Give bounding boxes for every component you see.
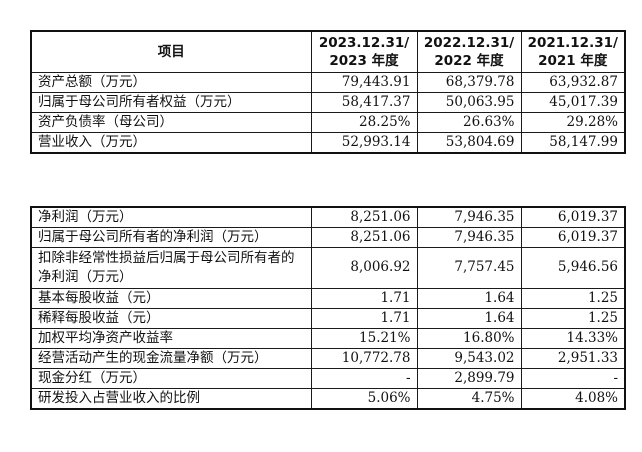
row-label: 经营活动产生的现金流量净额（万元） (30, 348, 312, 369)
header-year-2022: 2022.12.31/ 2022 年度 (416, 30, 522, 73)
table-row: 资产负债率（母公司） 28.25% 26.63% 29.28% (30, 112, 626, 133)
cell-2021: 2,951.33 (520, 348, 626, 369)
cell-2023: 8,251.06 (310, 227, 418, 248)
table-row: 资产总额（万元） 79,443.91 68,379.78 63,932.87 (30, 72, 626, 93)
cell-2021: 6,019.37 (520, 227, 626, 248)
table-row: 归属于母公司所有者的净利润（万元） 8,251.06 7,946.35 6,01… (30, 227, 626, 248)
financial-summary-table-top: 项目 2023.12.31/ 2023 年度 2022.12.31/ 2022 … (30, 30, 626, 154)
row-label: 资产总额（万元） (30, 72, 312, 93)
table-row: 净利润（万元） 8,251.06 7,946.35 6,019.37 (30, 206, 626, 228)
cell-2023: 79,443.91 (310, 72, 418, 93)
row-label: 加权平均净资产收益率 (30, 328, 312, 349)
cell-2022: 1.64 (416, 308, 522, 329)
row-label: 净利润（万元） (30, 206, 312, 228)
cell-2021: 4.08% (520, 388, 626, 410)
cell-2022: 2,899.79 (416, 368, 522, 389)
cell-2022: 50,063.95 (416, 92, 522, 113)
table-row: 基本每股收益（元） 1.71 1.64 1.25 (30, 288, 626, 309)
cell-2021: 1.25 (520, 288, 626, 309)
table-row: 经营活动产生的现金流量净额（万元） 10,772.78 9,543.02 2,9… (30, 348, 626, 369)
cell-2022: 9,543.02 (416, 348, 522, 369)
header-period: 2023 年度 (329, 53, 399, 69)
header-period: 2021 年度 (538, 53, 608, 69)
cell-2023: 10,772.78 (310, 348, 418, 369)
table-header-row: 项目 2023.12.31/ 2023 年度 2022.12.31/ 2022 … (30, 30, 626, 73)
cell-2023: 8,251.06 (310, 206, 418, 228)
cell-2022: 26.63% (416, 112, 522, 133)
cell-2022: 16.80% (416, 328, 522, 349)
cell-2023: 52,993.14 (310, 132, 418, 154)
row-label: 现金分红（万元） (30, 368, 312, 389)
table-row: 扣除非经常性损益后归属于母公司所有者的净利润（万元） 8,006.92 7,75… (30, 247, 626, 289)
cell-2022: 68,379.78 (416, 72, 522, 93)
cell-2021: - (520, 368, 626, 389)
cell-2021: 45,017.39 (520, 92, 626, 113)
cell-2022: 7,946.35 (416, 206, 522, 228)
row-label: 归属于母公司所有者的净利润（万元） (30, 227, 312, 248)
row-label: 扣除非经常性损益后归属于母公司所有者的净利润（万元） (30, 247, 312, 289)
cell-2023: 1.71 (310, 308, 418, 329)
cell-2022: 53,804.69 (416, 132, 522, 154)
cell-2021: 29.28% (520, 112, 626, 133)
cell-2021: 63,932.87 (520, 72, 626, 93)
cell-2023: 58,417.37 (310, 92, 418, 113)
table-row: 研发投入占营业收入的比例 5.06% 4.75% 4.08% (30, 388, 626, 410)
table-row: 加权平均净资产收益率 15.21% 16.80% 14.33% (30, 328, 626, 349)
row-label: 稀释每股收益（元） (30, 308, 312, 329)
header-year-2021: 2021.12.31/ 2021 年度 (520, 30, 626, 73)
header-year-2023: 2023.12.31/ 2023 年度 (310, 30, 418, 73)
cell-2021: 5,946.56 (520, 247, 626, 289)
table-row: 营业收入（万元） 52,993.14 53,804.69 58,147.99 (30, 132, 626, 154)
cell-2023: 28.25% (310, 112, 418, 133)
header-date: 2023.12.31/ (318, 35, 410, 51)
cell-2023: 5.06% (310, 388, 418, 410)
header-date: 2022.12.31/ (423, 35, 515, 51)
cell-2022: 1.64 (416, 288, 522, 309)
cell-2021: 58,147.99 (520, 132, 626, 154)
row-label: 营业收入（万元） (30, 132, 312, 154)
cell-2022: 7,946.35 (416, 227, 522, 248)
cell-2023: 1.71 (310, 288, 418, 309)
row-label: 归属于母公司所有者权益（万元） (30, 92, 312, 113)
header-period: 2022 年度 (434, 53, 504, 69)
cell-2022: 7,757.45 (416, 247, 522, 289)
header-item: 项目 (30, 30, 312, 73)
header-date: 2021.12.31/ (527, 35, 618, 51)
row-label: 研发投入占营业收入的比例 (30, 388, 312, 410)
table-row: 稀释每股收益（元） 1.71 1.64 1.25 (30, 308, 626, 329)
table-row: 归属于母公司所有者权益（万元） 58,417.37 50,063.95 45,0… (30, 92, 626, 113)
cell-2021: 14.33% (520, 328, 626, 349)
row-label: 基本每股收益（元） (30, 288, 312, 309)
table-row: 现金分红（万元） - 2,899.79 - (30, 368, 626, 389)
cell-2023: 15.21% (310, 328, 418, 349)
cell-2022: 4.75% (416, 388, 522, 410)
cell-2023: 8,006.92 (310, 247, 418, 289)
cell-2021: 6,019.37 (520, 206, 626, 228)
financial-summary-table-bottom: 净利润（万元） 8,251.06 7,946.35 6,019.37 归属于母公… (30, 206, 626, 410)
cell-2021: 1.25 (520, 308, 626, 329)
cell-2023: - (310, 368, 418, 389)
row-label: 资产负债率（母公司） (30, 112, 312, 133)
